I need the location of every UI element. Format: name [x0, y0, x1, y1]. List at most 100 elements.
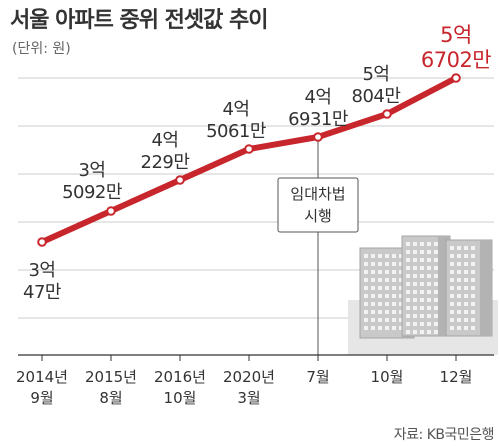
building-left-window-2	[378, 254, 382, 258]
building-left-window-41	[399, 302, 403, 306]
building-middle-window-59	[434, 330, 438, 334]
building-middle-window-15	[406, 266, 410, 270]
building-middle-window-12	[420, 258, 424, 262]
building-left-window-10	[392, 262, 396, 266]
building-middle-window-37	[420, 298, 424, 302]
annotation-text-line-2: 시행	[304, 207, 332, 225]
building-middle-window-36	[413, 298, 417, 302]
building-right-window-20	[450, 286, 454, 290]
x-tick-label-2-0: 2016년	[154, 368, 206, 386]
building-middle-window-38	[427, 298, 431, 302]
x-axis: 2014년 9월 2015년 8월 2016년 10월 2020년 3월 7월 10월 12월	[16, 354, 494, 407]
building-right-window-36	[450, 318, 454, 322]
building-middle-window-39	[434, 298, 438, 302]
building-middle-window-18	[427, 266, 431, 270]
building-middle-window-17	[420, 266, 424, 270]
building-right-window-14	[464, 270, 468, 274]
data-point-1	[106, 206, 116, 216]
building-middle-window-11	[413, 258, 417, 262]
building-middle-window-47	[420, 314, 424, 318]
data-point-2	[175, 175, 185, 185]
building-right-window-0	[450, 246, 454, 250]
building-middle-window-9	[434, 250, 438, 254]
building-right-window-5	[457, 254, 461, 258]
building-right-window-43	[471, 326, 475, 330]
building-left-window-3	[385, 254, 389, 258]
building-middle-window-14	[434, 258, 438, 262]
building-middle-window-32	[420, 290, 424, 294]
building-middle-window-56	[413, 330, 417, 334]
building-left-window-0	[364, 254, 368, 258]
building-right-window-27	[471, 294, 475, 298]
data-label-5-0: 5억	[362, 64, 389, 85]
building-middle-window-24	[434, 274, 438, 278]
building-middle-window-19	[434, 266, 438, 270]
building-left-window-52	[392, 318, 396, 322]
x-tick-label-5-0: 10월	[371, 368, 404, 386]
building-left-window-7	[371, 262, 375, 266]
building-right-window-33	[457, 310, 461, 314]
x-tick-label-0-0: 2014년	[16, 368, 68, 386]
data-points	[37, 73, 461, 247]
building-right-window-21	[457, 286, 461, 290]
building-middle-window-58	[427, 330, 431, 334]
building-left-window-38	[378, 302, 382, 306]
building-left-window-8	[378, 262, 382, 266]
building-left-window-51	[385, 318, 389, 322]
data-label-3-0: 4억	[222, 99, 249, 120]
building-right-window-37	[457, 318, 461, 322]
x-tick-label-1-0: 2015년	[85, 368, 137, 386]
data-label-6-0: 5억	[440, 23, 472, 47]
building-left-window-14	[378, 270, 382, 274]
building-right-window-39	[471, 318, 475, 322]
building-right-window-19	[471, 278, 475, 282]
building-right-window-40	[450, 326, 454, 330]
building-right-window-8	[450, 262, 454, 266]
building-left-window-18	[364, 278, 368, 282]
building-right-side	[480, 240, 492, 336]
building-middle-window-21	[413, 274, 417, 278]
building-left-window-22	[392, 278, 396, 282]
building-middle-window-29	[434, 282, 438, 286]
building-middle	[401, 235, 451, 337]
building-left-window-44	[378, 310, 382, 314]
building-right	[445, 239, 493, 337]
building-left-window-31	[371, 294, 375, 298]
building-left-window-33	[385, 294, 389, 298]
building-left-window-17	[399, 270, 403, 274]
data-label-4-1: 6931만	[288, 109, 348, 130]
building-middle-window-13	[427, 258, 431, 262]
building-left-window-29	[399, 286, 403, 290]
building-middle-window-53	[427, 322, 431, 326]
building-left-window-47	[399, 310, 403, 314]
building-left-window-27	[385, 286, 389, 290]
building-right-window-16	[450, 278, 454, 282]
building-middle-window-34	[434, 290, 438, 294]
building-right-window-29	[457, 302, 461, 306]
building-right-window-2	[464, 246, 468, 250]
building-left-window-25	[371, 286, 375, 290]
building-middle-window-51	[413, 322, 417, 326]
annotation-text-line-1: 임대차법	[290, 185, 345, 203]
building-left-window-42	[364, 310, 368, 314]
building-middle-window-6	[413, 250, 417, 254]
building-middle-window-3	[427, 242, 431, 246]
data-label-0-0: 3억	[28, 260, 55, 281]
building-middle-window-52	[420, 322, 424, 326]
building-right-window-22	[464, 286, 468, 290]
chart-title: 서울 아파트 중위 전셋값 추이	[10, 8, 269, 33]
building-left-window-58	[392, 326, 396, 330]
building-left-window-4	[392, 254, 396, 258]
building-right-window-18	[464, 278, 468, 282]
x-tick-label-1-1: 8월	[99, 389, 122, 407]
data-point-5	[382, 109, 392, 119]
data-point-6	[451, 73, 461, 83]
data-label-0-1: 47만	[23, 282, 61, 303]
building-left-window-9	[385, 262, 389, 266]
building-right-window-3	[471, 246, 475, 250]
data-point-0	[37, 237, 47, 247]
building-left-window-50	[378, 318, 382, 322]
building-middle-window-40	[406, 306, 410, 310]
building-left-window-32	[378, 294, 382, 298]
